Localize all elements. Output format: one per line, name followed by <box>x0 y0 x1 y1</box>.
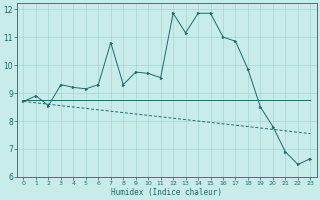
X-axis label: Humidex (Indice chaleur): Humidex (Indice chaleur) <box>111 188 222 197</box>
